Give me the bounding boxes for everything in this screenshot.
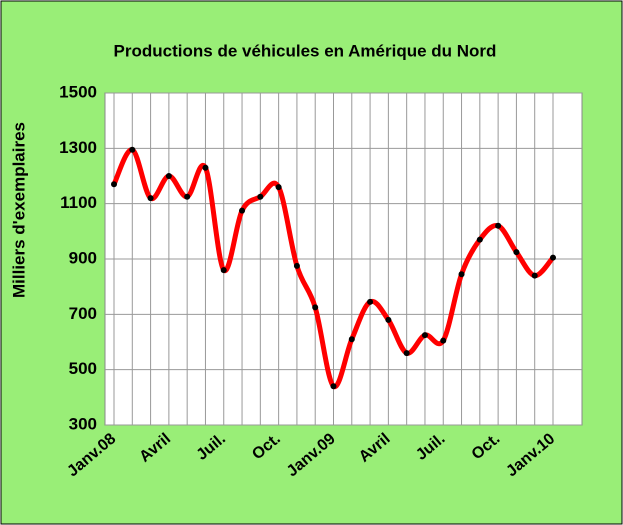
point-marker	[513, 249, 520, 256]
point-marker	[458, 271, 465, 278]
y-tick-label: 1500	[59, 82, 97, 101]
y-tick-label: 1100	[60, 193, 97, 212]
point-marker	[257, 193, 264, 200]
point-marker	[129, 146, 136, 153]
point-marker	[348, 336, 355, 343]
point-marker	[495, 222, 502, 229]
y-tick-label: 1300	[59, 138, 97, 157]
point-marker	[421, 332, 428, 339]
point-marker	[531, 272, 538, 279]
point-marker	[239, 207, 246, 214]
point-marker	[403, 350, 410, 357]
point-marker	[165, 173, 172, 179]
point-marker	[367, 298, 374, 305]
point-marker	[220, 267, 227, 274]
y-axis-label: Milliers d'exemplaires	[9, 122, 28, 298]
y-tick-label: 500	[69, 359, 97, 378]
point-marker	[550, 254, 556, 261]
point-marker	[385, 316, 392, 323]
point-marker	[147, 195, 154, 202]
y-tick-label: 300	[69, 414, 97, 433]
y-tick-label: 700	[69, 304, 97, 323]
point-marker	[330, 383, 337, 390]
point-marker	[275, 184, 282, 191]
point-marker	[202, 164, 209, 171]
chart-title: Productions de véhicules en Amérique du …	[114, 41, 497, 60]
point-marker	[184, 193, 191, 200]
y-tick-label: 900	[69, 248, 97, 267]
point-marker	[312, 304, 319, 311]
point-marker	[111, 181, 117, 188]
point-marker	[476, 236, 483, 243]
point-marker	[293, 262, 300, 269]
point-marker	[440, 337, 447, 344]
